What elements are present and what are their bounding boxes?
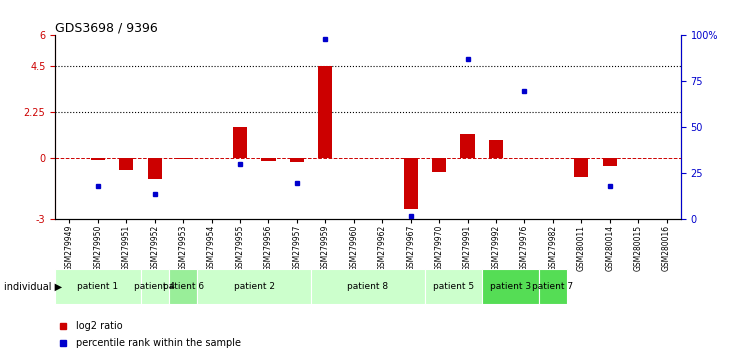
Bar xyxy=(233,127,247,158)
Bar xyxy=(403,158,418,209)
Bar xyxy=(489,140,503,158)
Bar xyxy=(91,158,105,160)
Text: patient 1: patient 1 xyxy=(77,282,118,291)
Bar xyxy=(311,269,425,304)
Text: patient 6: patient 6 xyxy=(163,282,204,291)
Bar xyxy=(461,133,475,158)
Text: patient 3: patient 3 xyxy=(489,282,531,291)
Bar xyxy=(432,158,446,172)
Bar xyxy=(539,269,567,304)
Bar xyxy=(55,269,141,304)
Bar xyxy=(425,269,482,304)
Text: percentile rank within the sample: percentile rank within the sample xyxy=(76,338,241,348)
Bar xyxy=(261,158,275,161)
Text: patient 8: patient 8 xyxy=(347,282,389,291)
Text: patient 4: patient 4 xyxy=(134,282,175,291)
Bar xyxy=(148,158,162,178)
Bar xyxy=(169,269,197,304)
Bar xyxy=(197,269,311,304)
Bar xyxy=(176,158,191,159)
Bar xyxy=(119,158,133,170)
Text: log2 ratio: log2 ratio xyxy=(76,321,122,331)
Bar xyxy=(318,66,333,158)
Bar xyxy=(603,158,617,166)
Bar xyxy=(574,158,588,177)
Text: patient 2: patient 2 xyxy=(234,282,275,291)
Text: patient 7: patient 7 xyxy=(532,282,573,291)
Text: individual ▶: individual ▶ xyxy=(4,282,62,292)
Bar xyxy=(482,269,539,304)
Bar xyxy=(141,269,169,304)
Bar xyxy=(290,158,304,162)
Text: GDS3698 / 9396: GDS3698 / 9396 xyxy=(55,21,158,34)
Text: patient 5: patient 5 xyxy=(433,282,474,291)
